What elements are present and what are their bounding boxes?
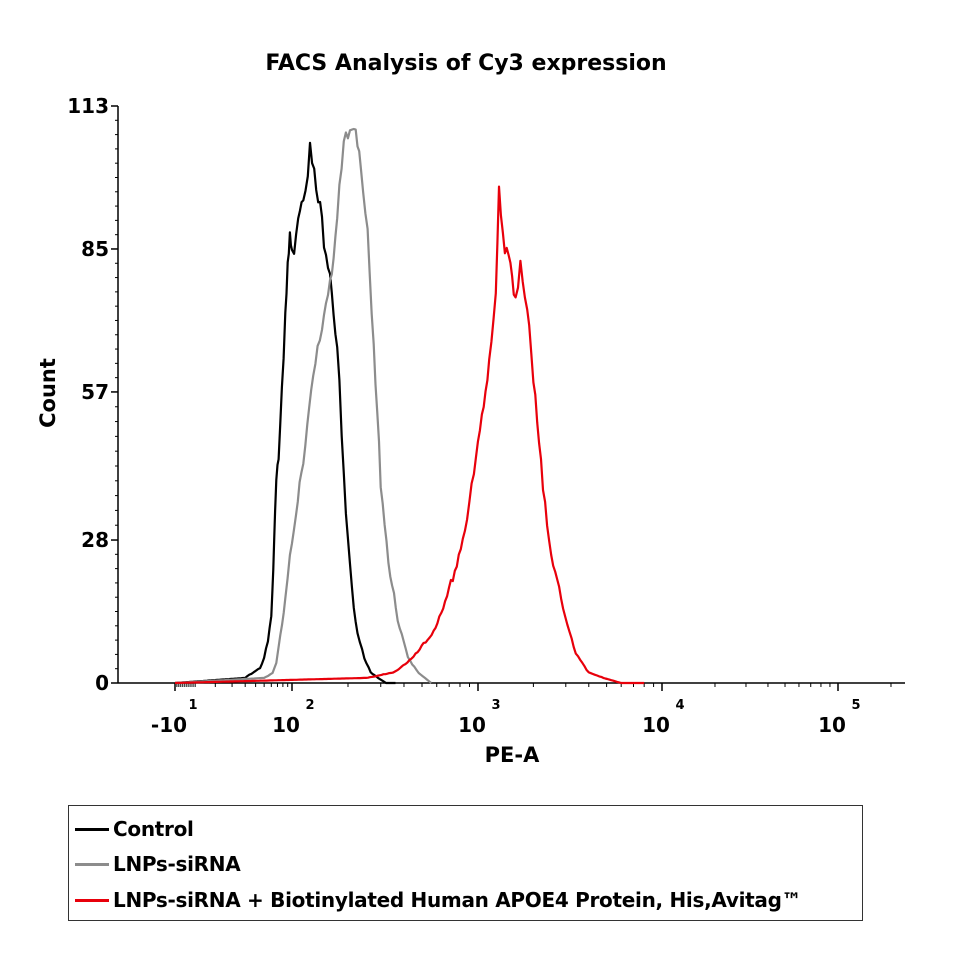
x-tick-label: 10 (272, 713, 300, 737)
x-axis: -101 10 2 10 3 10 4 10 5 (118, 682, 905, 737)
x-tick-label: 10 (642, 713, 670, 737)
legend-label-lnps-sirna: LNPs-siRNA (113, 852, 241, 876)
y-tick-label: 28 (81, 528, 109, 552)
y-axis-label: Count (36, 358, 60, 428)
y-axis: 0 28 57 85 113 (67, 94, 119, 695)
legend-item-control: Control (75, 814, 194, 844)
x-axis-label: PE-A (485, 743, 540, 767)
legend-item-apoe4: LNPs-siRNA + Biotinylated Human APOE4 Pr… (75, 885, 802, 915)
x-tick-exponent: 2 (305, 698, 314, 713)
y-tick-label: 113 (67, 94, 109, 118)
series-line-2 (174, 185, 645, 685)
legend-swatch-control (75, 827, 109, 831)
x-tick-label: -10 (151, 713, 187, 737)
legend-swatch-apoe4 (75, 898, 109, 902)
chart-title: FACS Analysis of Cy3 expression (265, 51, 666, 76)
chart-legend: Control LNPs-siRNA LNPs-siRNA + Biotinyl… (68, 805, 863, 921)
x-tick-exponent: 1 (188, 698, 197, 713)
series-line-1 (174, 127, 432, 685)
y-tick-label: 85 (81, 237, 109, 261)
y-tick-label: 0 (95, 671, 109, 695)
x-tick-label: 10 (818, 713, 846, 737)
y-tick-label: 57 (81, 380, 109, 404)
x-tick-label: 10 (458, 713, 486, 737)
legend-item-lnps-sirna: LNPs-siRNA (75, 849, 241, 879)
x-tick-exponent: 5 (851, 698, 860, 713)
legend-swatch-lnps-sirna (75, 862, 109, 866)
legend-label-apoe4: LNPs-siRNA + Biotinylated Human APOE4 Pr… (113, 888, 802, 912)
legend-label-control: Control (113, 817, 194, 841)
x-tick-exponent: 4 (675, 698, 684, 713)
x-tick-exponent: 3 (491, 698, 500, 713)
histogram-series (174, 127, 645, 685)
